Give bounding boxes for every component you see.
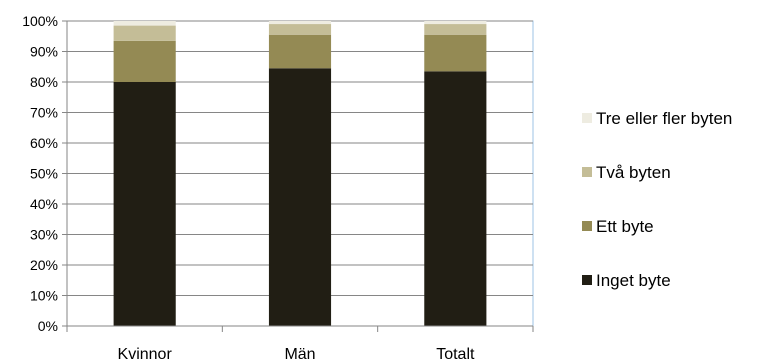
bar-segment-inget-byte-kvinnor — [113, 82, 176, 326]
legend-swatch — [582, 113, 592, 123]
bar-segment-tre-eller-fler-byten-totalt — [424, 21, 487, 25]
legend: Tre eller fler byten Två byten Ett byte Ing… — [582, 109, 732, 290]
x-category-label-kvinnor: Kvinnor — [118, 346, 173, 363]
bar-segment-tva-byten-kvinnor — [113, 25, 176, 41]
bar-segment-tre-eller-fler-byten-kvinnor — [113, 21, 176, 26]
legend-label: Inget byte — [596, 271, 671, 290]
bars — [113, 21, 487, 327]
y-tick-label: 0% — [38, 318, 58, 334]
y-tick-label: 10% — [30, 288, 58, 304]
y-tick-label: 60% — [30, 135, 58, 151]
bar-segment-inget-byte-totalt — [424, 71, 487, 326]
bar-segment-ett-byte-kvinnor — [113, 40, 176, 82]
y-tick-label: 50% — [30, 166, 58, 182]
legend-label: Tre eller fler byten — [596, 109, 732, 128]
legend-item-inget-byte: Inget byte — [582, 271, 671, 290]
y-tick-label: 90% — [30, 44, 58, 60]
x-category-label-totalt: Totalt — [436, 346, 475, 363]
y-tick-label: 100% — [22, 13, 58, 29]
x-category-label-man: Män — [284, 346, 315, 363]
legend-item-tre-eller-fler-byten: Tre eller fler byten — [582, 109, 732, 128]
bar-segment-ett-byte-man — [268, 34, 332, 69]
legend-label: Två byten — [596, 163, 671, 182]
bar-segment-ett-byte-totalt — [424, 34, 487, 72]
legend-item-ett-byte: Ett byte — [582, 217, 654, 236]
axes — [62, 20, 534, 332]
y-tick-labels: 0% 10% 20% 30% 40% 50% 60% 70% 80% 90% 100% — [22, 13, 58, 334]
bar-segment-inget-byte-man — [268, 68, 332, 327]
y-tick-label: 20% — [30, 257, 58, 273]
y-tick-label: 30% — [30, 227, 58, 243]
legend-label: Ett byte — [596, 217, 654, 236]
legend-swatch — [582, 221, 592, 231]
bar-segment-tva-byten-totalt — [424, 24, 487, 35]
y-tick-label: 40% — [30, 196, 58, 212]
legend-item-tva-byten: Två byten — [582, 163, 671, 182]
y-tick-label: 80% — [30, 74, 58, 90]
legend-swatch — [582, 167, 592, 177]
bar-segment-tva-byten-man — [268, 24, 332, 35]
bar-segment-tre-eller-fler-byten-man — [268, 21, 332, 25]
legend-swatch — [582, 275, 592, 285]
x-category-labels: Kvinnor Män Totalt — [118, 346, 475, 363]
y-tick-label: 70% — [30, 105, 58, 121]
